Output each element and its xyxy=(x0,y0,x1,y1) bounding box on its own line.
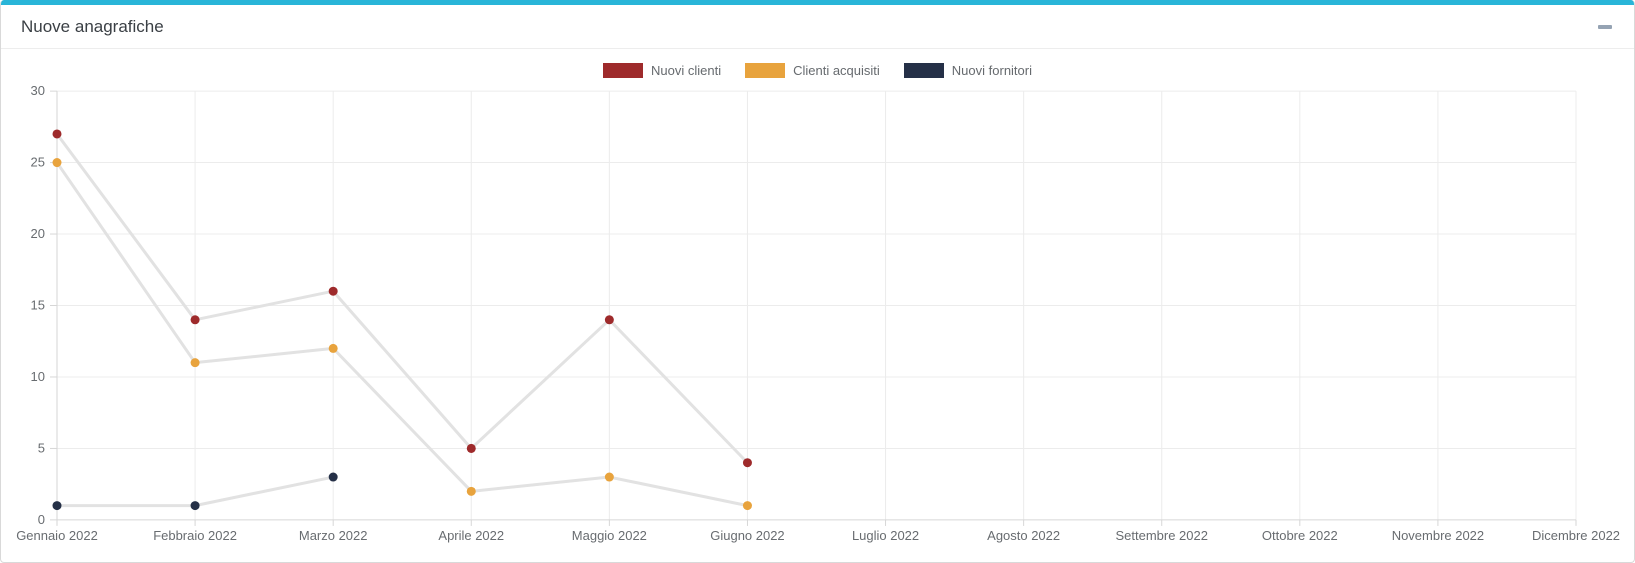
svg-text:Marzo 2022: Marzo 2022 xyxy=(299,528,368,543)
svg-text:Novembre 2022: Novembre 2022 xyxy=(1392,528,1484,543)
legend-label: Clienti acquisiti xyxy=(793,63,880,78)
svg-text:Maggio 2022: Maggio 2022 xyxy=(572,528,647,543)
legend-swatch-nuovi-clienti xyxy=(603,63,643,78)
svg-text:Giugno 2022: Giugno 2022 xyxy=(710,528,784,543)
minimize-icon xyxy=(1598,24,1612,29)
svg-text:Agosto 2022: Agosto 2022 xyxy=(987,528,1060,543)
svg-text:Luglio 2022: Luglio 2022 xyxy=(852,528,919,543)
svg-text:15: 15 xyxy=(31,297,45,312)
svg-text:Settembre 2022: Settembre 2022 xyxy=(1116,528,1208,543)
legend-item-clienti-acquisiti[interactable]: Clienti acquisiti xyxy=(745,63,880,78)
legend-item-nuovi-fornitori[interactable]: Nuovi fornitori xyxy=(903,63,1032,78)
chart-svg: 0 5 10 15 20 25 30 Gennaio 2022 Febbraio 2022 Mar… xyxy=(16,83,1620,543)
legend-swatch-clienti-acquisiti xyxy=(745,63,786,78)
svg-text:5: 5 xyxy=(38,440,45,455)
legend-label: Nuovi fornitori xyxy=(951,63,1032,78)
card-header: Nuove anagrafiche xyxy=(1,5,1634,49)
legend-swatch-nuovi-fornitori xyxy=(903,63,944,78)
chart-legend: Nuovi clienti Clienti acquisiti Nuovi fo… xyxy=(1,63,1634,78)
svg-text:0: 0 xyxy=(38,512,45,527)
svg-text:30: 30 xyxy=(31,83,45,98)
card-accent-bar xyxy=(1,0,1634,5)
chart-area: Nuovi clienti Clienti acquisiti Nuovi fo… xyxy=(1,49,1634,562)
minimize-button[interactable] xyxy=(1596,19,1614,35)
legend-label: Nuovi clienti xyxy=(651,63,722,78)
card-title: Nuove anagrafiche xyxy=(21,16,164,36)
svg-text:Gennaio 2022: Gennaio 2022 xyxy=(16,528,98,543)
svg-text:Ottobre 2022: Ottobre 2022 xyxy=(1262,528,1338,543)
svg-text:10: 10 xyxy=(31,369,45,384)
svg-text:Febbraio 2022: Febbraio 2022 xyxy=(153,528,237,543)
svg-text:20: 20 xyxy=(31,226,45,241)
svg-text:Aprile 2022: Aprile 2022 xyxy=(438,528,504,543)
svg-text:Dicembre 2022: Dicembre 2022 xyxy=(1532,528,1620,543)
svg-text:25: 25 xyxy=(31,155,45,170)
legend-item-nuovi-clienti[interactable]: Nuovi clienti xyxy=(603,63,721,78)
